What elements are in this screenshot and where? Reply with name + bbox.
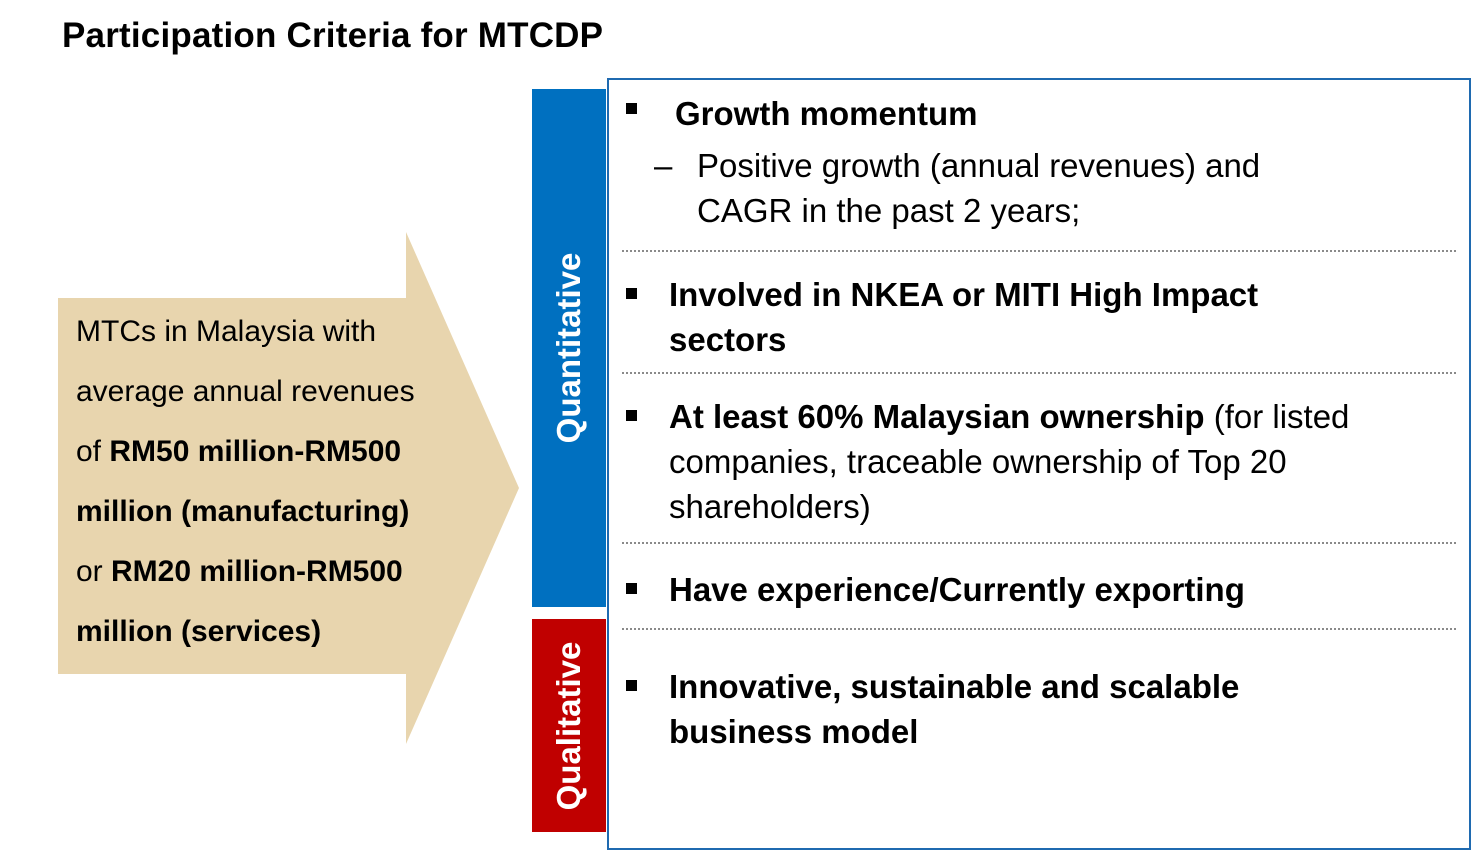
- eligibility-line1: MTCs in Malaysia with: [76, 315, 377, 348]
- dash-icon: –: [654, 147, 673, 184]
- eligibility-line4-bold: million (manufacturing): [76, 495, 410, 528]
- criterion-ownership-line2: companies, traceable ownership of Top 20: [669, 443, 1287, 480]
- criterion-growth-title: Growth momentum: [675, 91, 978, 136]
- criterion-nkea-line1: Involved in NKEA or MITI High Impact: [669, 276, 1259, 313]
- eligibility-text: MTCs in Malaysia with average annual rev…: [76, 302, 496, 662]
- criterion-growth-sub-line2: CAGR in the past 2 years;: [697, 192, 1081, 229]
- bullet-square-icon: [626, 410, 637, 421]
- quantitative-label: Quantitative: [550, 252, 587, 444]
- eligibility-line5-prefix: or: [76, 555, 112, 588]
- criterion-ownership: At least 60% Malaysian ownership (for li…: [669, 394, 1349, 529]
- separator: [622, 372, 1456, 374]
- eligibility-line5-bold: RM20 million-RM500: [111, 555, 403, 588]
- criterion-innovative-line2: business model: [669, 713, 919, 750]
- criterion-export-line1: Have experience/Currently exporting: [669, 571, 1245, 608]
- page-title: Participation Criteria for MTCDP: [62, 16, 604, 55]
- bullet-square-icon: [626, 680, 637, 691]
- separator: [622, 542, 1456, 544]
- eligibility-line6-bold: million (services): [76, 615, 322, 648]
- quantitative-band: Quantitative: [532, 89, 606, 607]
- eligibility-line3-prefix: of: [76, 435, 110, 468]
- qualitative-band: Qualitative: [532, 619, 606, 832]
- criterion-nkea-line2: sectors: [669, 321, 787, 358]
- criterion-ownership-line3: shareholders): [669, 488, 871, 525]
- separator: [622, 628, 1456, 630]
- criterion-ownership-bold: At least 60% Malaysian ownership: [669, 398, 1205, 435]
- bullet-square-icon: [626, 583, 637, 594]
- bullet-square-icon: [626, 288, 637, 299]
- eligibility-line3-bold: RM50 million-RM500: [109, 435, 402, 468]
- criterion-ownership-rest: (for listed: [1204, 398, 1350, 435]
- bullet-square-icon: [626, 103, 637, 114]
- separator: [622, 250, 1456, 252]
- criterion-export: Have experience/Currently exporting: [669, 567, 1245, 612]
- criterion-innovative: Innovative, sustainable and scalable bus…: [669, 664, 1239, 754]
- criterion-growth-title-text: Growth momentum: [675, 95, 978, 132]
- eligibility-arrow: [58, 232, 519, 744]
- criterion-nkea: Involved in NKEA or MITI High Impact sec…: [669, 272, 1258, 362]
- criterion-growth-sub-line1: Positive growth (annual revenues) and: [697, 147, 1261, 184]
- eligibility-line2: average annual revenues: [76, 375, 415, 408]
- criterion-innovative-line1: Innovative, sustainable and scalable: [669, 668, 1240, 705]
- criteria-box: [607, 78, 1471, 850]
- qualitative-label: Qualitative: [550, 641, 587, 810]
